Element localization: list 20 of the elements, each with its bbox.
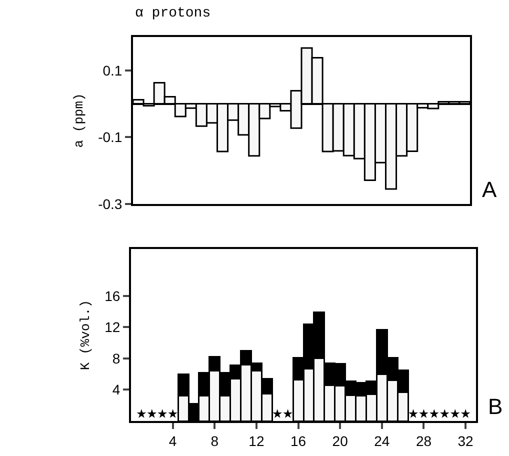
y-tick-label: 0.1 xyxy=(102,62,122,78)
x-tick-label: 16 xyxy=(290,432,306,449)
y-tick-label: -0.1 xyxy=(98,129,122,146)
y-tick-label: -0.3 xyxy=(98,196,122,212)
y-axis-title: a (ppm) xyxy=(72,93,87,148)
y-axis-title: K (%vol.) xyxy=(78,300,94,370)
x-tick-label: 12 xyxy=(248,432,264,449)
y-tick-label: 4 xyxy=(112,382,120,398)
x-tick-label: 4 xyxy=(168,432,177,449)
y-tick-label: 12 xyxy=(104,319,120,336)
y-tick-label: 8 xyxy=(112,350,120,366)
x-tick-label: 32 xyxy=(458,432,474,449)
x-tick-label: 24 xyxy=(374,432,390,449)
y-tick-label: 16 xyxy=(104,288,120,304)
text: A xyxy=(482,177,497,202)
text: B xyxy=(488,394,503,419)
chart-title: α protons xyxy=(135,6,211,22)
x-tick-label: 20 xyxy=(332,432,348,449)
x-tick-label: 8 xyxy=(210,432,219,449)
x-tick-label: 28 xyxy=(416,432,432,449)
